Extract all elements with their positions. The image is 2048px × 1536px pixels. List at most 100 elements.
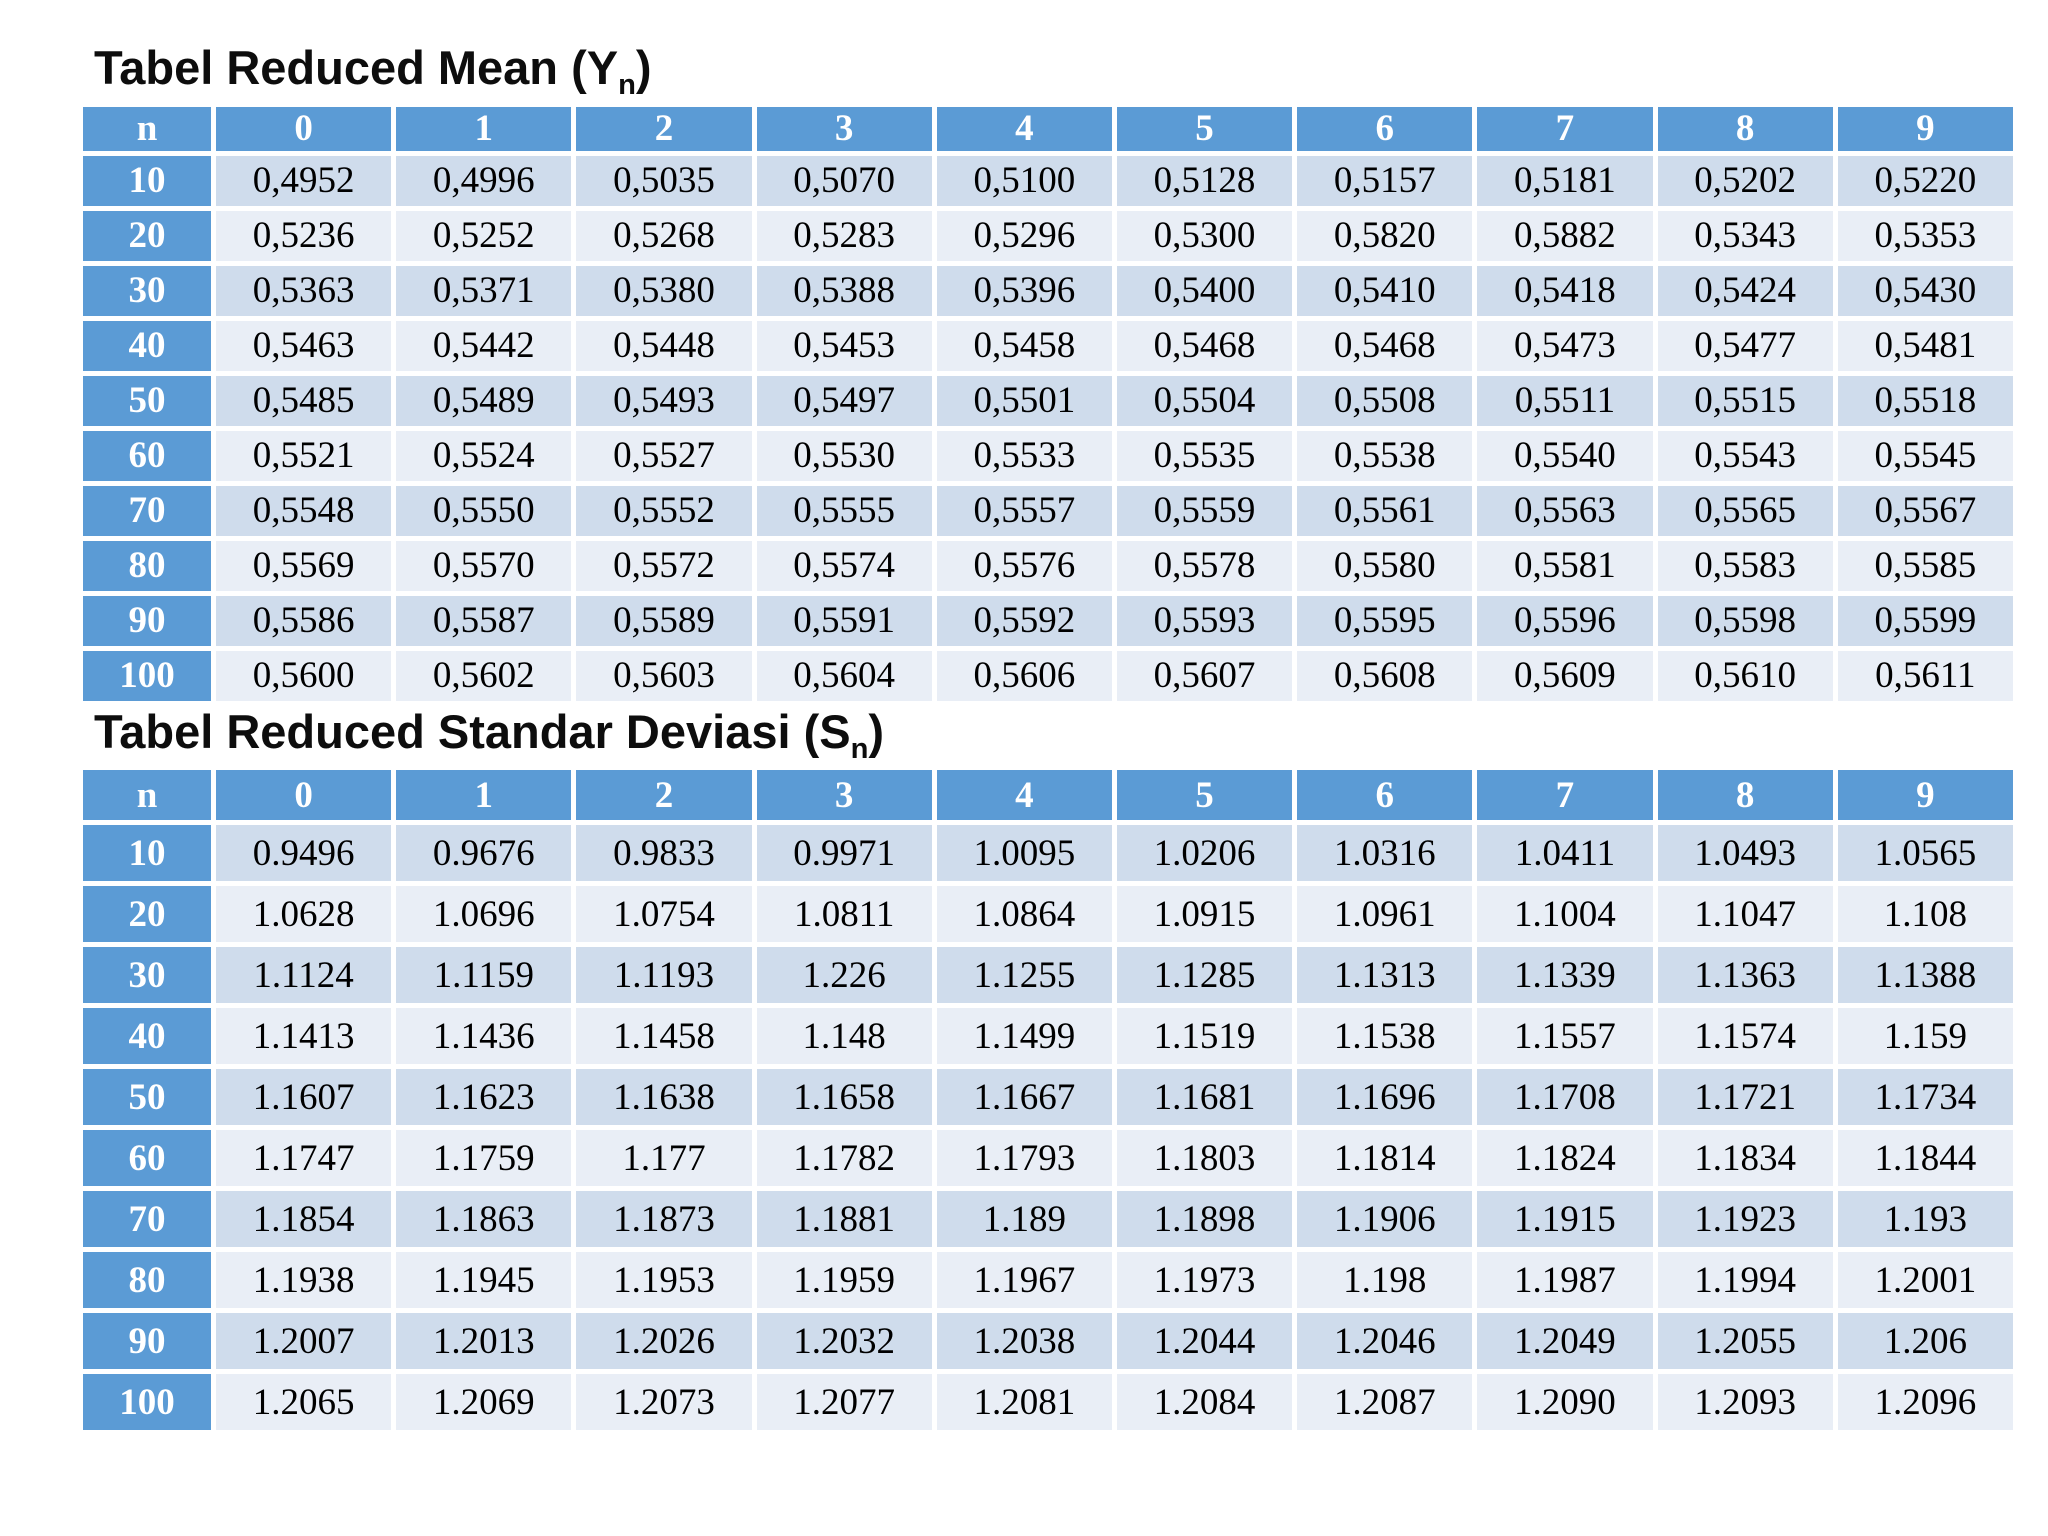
value-cell: 1.0493 (1657, 825, 1833, 882)
value-cell: 0,5592 (936, 595, 1112, 646)
reduced-stddev-title-subscript: n (850, 732, 869, 765)
row-header: 20 (83, 210, 211, 261)
row-header: 90 (83, 595, 211, 646)
value-cell: 1.2096 (1837, 1374, 2013, 1431)
value-cell: 0,5538 (1297, 430, 1473, 481)
value-cell: 1.0811 (756, 886, 932, 943)
value-cell: 0,5283 (756, 210, 932, 261)
value-cell: 1.1607 (216, 1069, 392, 1126)
value-cell: 1.1938 (216, 1252, 392, 1309)
value-cell: 0,5448 (576, 320, 752, 371)
value-cell: 0,5565 (1657, 485, 1833, 536)
value-cell: 1.1681 (1116, 1069, 1293, 1126)
value-cell: 1.0961 (1297, 886, 1473, 943)
value-cell: 1.0565 (1837, 825, 2013, 882)
value-cell: 0,5555 (756, 485, 932, 536)
table-row: 60 1.1747 1.1759 1.177 1.1782 1.1793 1.1803 1.1… (83, 1130, 2013, 1187)
value-cell: 1.1814 (1297, 1130, 1473, 1187)
column-header: 1 (396, 106, 572, 151)
value-cell: 0,5559 (1116, 485, 1293, 536)
table-row: 100 0,5600 0,5602 0,5603 0,5604 0,5606 0,5607 0… (83, 650, 2013, 701)
column-header: 4 (936, 770, 1112, 821)
value-cell: 0,5552 (576, 485, 752, 536)
value-cell: 0,5574 (756, 540, 932, 591)
value-cell: 1.1388 (1837, 947, 2013, 1004)
value-cell: 0,5595 (1297, 595, 1473, 646)
row-header: 40 (83, 320, 211, 371)
value-cell: 0,5609 (1477, 650, 1653, 701)
value-cell: 0,5596 (1477, 595, 1653, 646)
reduced-mean-title: Tabel Reduced Mean (Yn) (94, 42, 2020, 100)
column-header: n (83, 770, 211, 821)
value-cell: 0,5410 (1297, 265, 1473, 316)
table-row: 40 0,5463 0,5442 0,5448 0,5453 0,5458 0,5468 0,… (83, 320, 2013, 371)
table-row: 10 0.9496 0.9676 0.9833 0.9971 1.0095 1.0206 1.… (83, 825, 2013, 882)
row-header: 30 (83, 947, 211, 1004)
value-cell: 0,5430 (1837, 265, 2013, 316)
value-cell: 1.2090 (1477, 1374, 1653, 1431)
value-cell: 1.189 (936, 1191, 1112, 1248)
value-cell: 0.9676 (396, 825, 572, 882)
value-cell: 1.2049 (1477, 1313, 1653, 1370)
table-row: 70 1.1854 1.1863 1.1873 1.1881 1.189 1.1898 1.1… (83, 1191, 2013, 1248)
value-cell: 0,5453 (756, 320, 932, 371)
reduced-stddev-title-close: ) (868, 704, 885, 758)
value-cell: 0,5371 (396, 265, 572, 316)
value-cell: 0,5202 (1657, 155, 1833, 206)
value-cell: 1.1557 (1477, 1008, 1653, 1065)
value-cell: 1.148 (756, 1008, 932, 1065)
value-cell: 0,5511 (1477, 375, 1653, 426)
value-cell: 1.1994 (1657, 1252, 1833, 1309)
value-cell: 1.0316 (1297, 825, 1473, 882)
value-cell: 1.1923 (1657, 1191, 1833, 1248)
value-cell: 1.1915 (1477, 1191, 1653, 1248)
table-row: 10 0,4952 0,4996 0,5035 0,5070 0,5100 0,5128 0,… (83, 155, 2013, 206)
value-cell: 1.0411 (1477, 825, 1653, 882)
value-cell: 1.1313 (1297, 947, 1473, 1004)
reduced-stddev-title: Tabel Reduced Standar Deviasi (Sn) (94, 704, 2020, 763)
table-row: 50 0,5485 0,5489 0,5493 0,5497 0,5501 0,5504 0,… (83, 375, 2013, 426)
value-cell: 0,5070 (756, 155, 932, 206)
row-header: 50 (83, 375, 211, 426)
value-cell: 1.1339 (1477, 947, 1653, 1004)
value-cell: 0,5583 (1657, 540, 1833, 591)
column-header: 7 (1477, 770, 1653, 821)
value-cell: 1.1047 (1657, 886, 1833, 943)
value-cell: 0,5608 (1297, 650, 1473, 701)
table-row: 20 1.0628 1.0696 1.0754 1.0811 1.0864 1.0915 1.… (83, 886, 2013, 943)
value-cell: 0,5530 (756, 430, 932, 481)
column-header: 2 (576, 106, 752, 151)
value-cell: 1.1967 (936, 1252, 1112, 1309)
column-header: 6 (1297, 106, 1473, 151)
value-cell: 0,5468 (1297, 320, 1473, 371)
value-cell: 0,5388 (756, 265, 932, 316)
value-cell: 0,5181 (1477, 155, 1653, 206)
value-cell: 0,5580 (1297, 540, 1473, 591)
value-cell: 1.1708 (1477, 1069, 1653, 1126)
column-header: 4 (936, 106, 1112, 151)
row-header: 50 (83, 1069, 211, 1126)
value-cell: 1.1854 (216, 1191, 392, 1248)
value-cell: 1.2073 (576, 1374, 752, 1431)
value-cell: 1.1458 (576, 1008, 752, 1065)
column-header: 8 (1657, 106, 1833, 151)
table-row: 60 0,5521 0,5524 0,5527 0,5530 0,5533 0,5535 0,… (83, 430, 2013, 481)
value-cell: 1.2093 (1657, 1374, 1833, 1431)
value-cell: 0,5602 (396, 650, 572, 701)
value-cell: 0,5463 (216, 320, 392, 371)
value-cell: 0,5268 (576, 210, 752, 261)
value-cell: 1.1747 (216, 1130, 392, 1187)
value-cell: 0,5587 (396, 595, 572, 646)
value-cell: 1.159 (1837, 1008, 2013, 1065)
value-cell: 1.1413 (216, 1008, 392, 1065)
value-cell: 1.1734 (1837, 1069, 2013, 1126)
value-cell: 0,5035 (576, 155, 752, 206)
row-header: 30 (83, 265, 211, 316)
value-cell: 1.2065 (216, 1374, 392, 1431)
value-cell: 0,5157 (1297, 155, 1473, 206)
value-cell: 0,5563 (1477, 485, 1653, 536)
row-header: 70 (83, 1191, 211, 1248)
value-cell: 0,5576 (936, 540, 1112, 591)
